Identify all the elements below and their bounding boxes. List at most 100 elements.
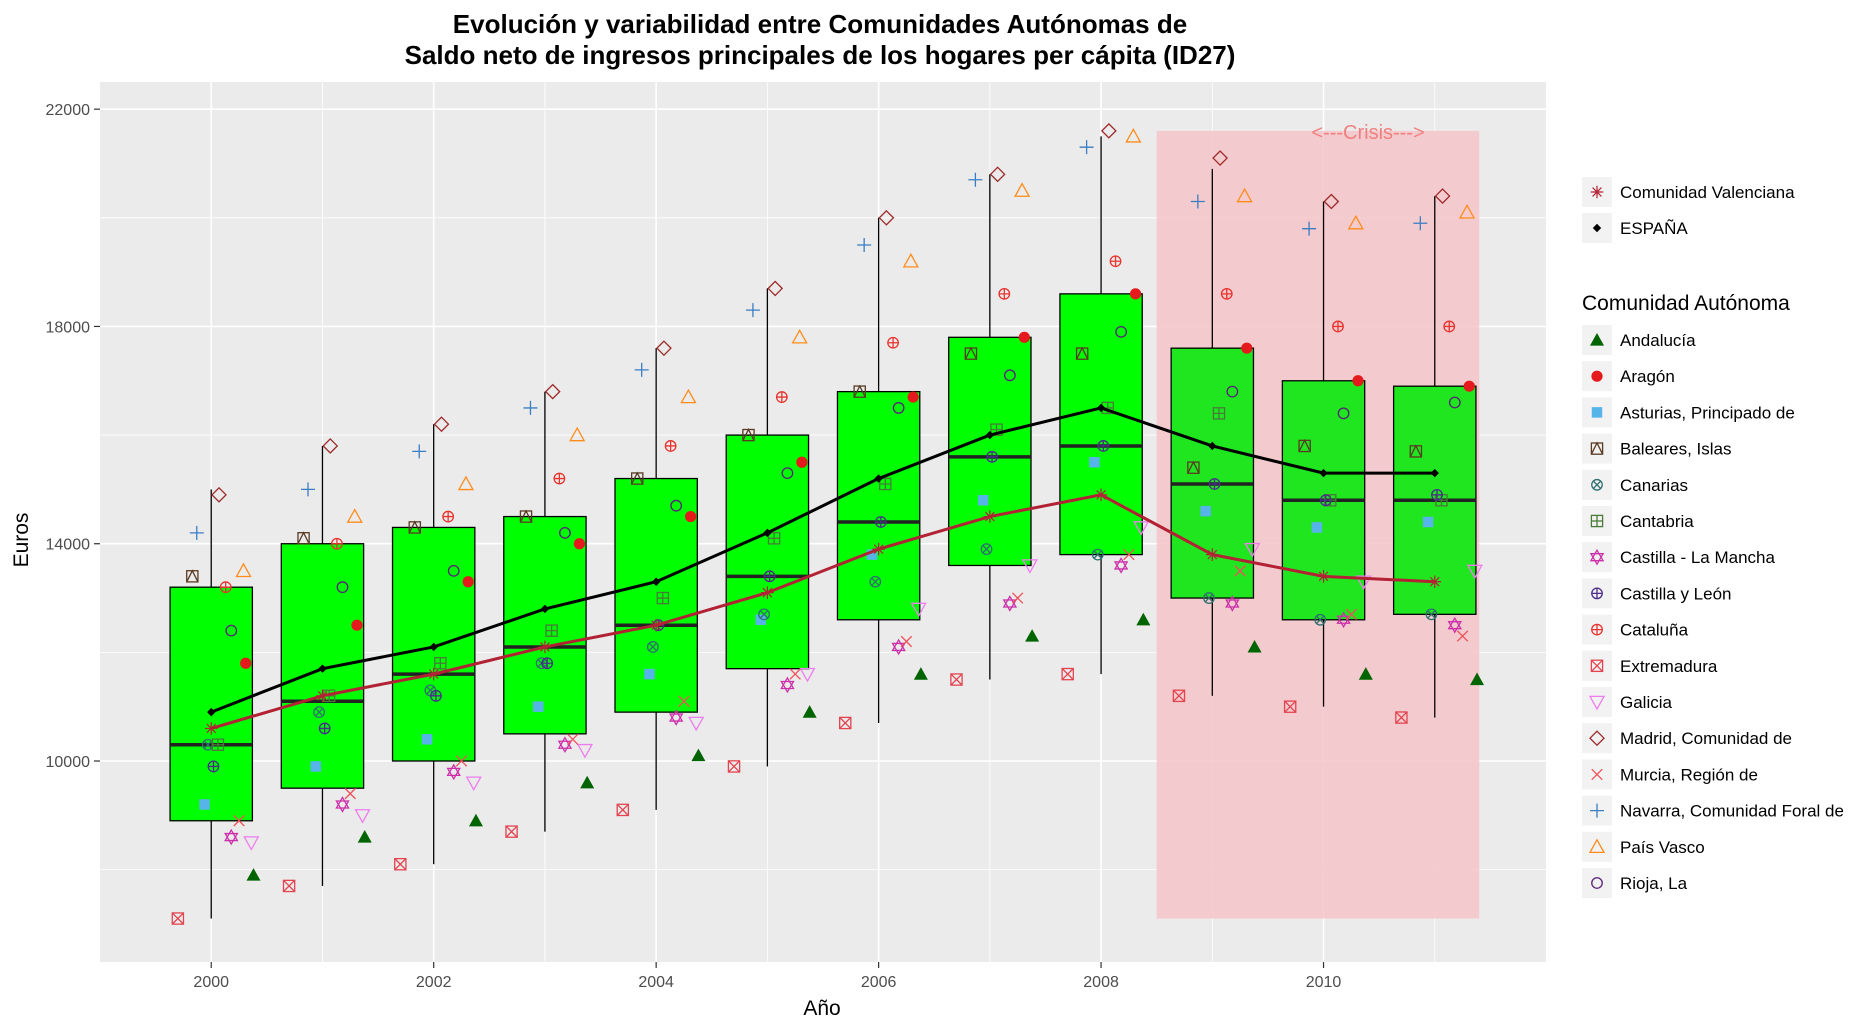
legend-item: Murcia, Región de [1582, 759, 1758, 790]
point [1332, 320, 1344, 333]
point [1319, 494, 1332, 507]
legend-item: Madrid, Comunidad de [1582, 723, 1792, 754]
legend-item: Cataluña [1582, 614, 1689, 645]
legend-label: Cataluña [1620, 621, 1689, 640]
point [892, 402, 905, 414]
point [442, 510, 455, 523]
line-point [429, 642, 438, 652]
point [465, 776, 482, 792]
legend-marker [1591, 407, 1603, 418]
point [878, 209, 895, 226]
legend-item-top: Comunidad Valenciana [1582, 177, 1795, 207]
legend-label: Comunidad Valenciana [1620, 183, 1795, 202]
legend-label: Castilla - La Mancha [1620, 548, 1776, 567]
series-Madrid, Comunidad de [211, 122, 1451, 503]
point [1100, 122, 1117, 139]
series-Cataluña [219, 255, 1456, 594]
point [240, 657, 252, 669]
point [1244, 542, 1261, 558]
point [1466, 564, 1483, 580]
point [1200, 505, 1211, 517]
point [668, 709, 684, 726]
series-Rioja, La [225, 325, 1461, 637]
point [430, 689, 442, 702]
point [567, 733, 579, 745]
point [243, 836, 260, 851]
series-Baleares, Islas [186, 346, 1423, 583]
line-point [985, 430, 995, 440]
point [755, 614, 766, 626]
legend-label: Aragón [1620, 367, 1675, 386]
point [233, 815, 245, 827]
legend-label: Castilla y León [1620, 584, 1732, 603]
point [421, 734, 433, 745]
legend-marker [1590, 185, 1604, 199]
point [758, 608, 770, 621]
chart-title-line-1: Evolución y variabilidad entre Comunidad… [453, 9, 1187, 39]
legend-marker [1590, 659, 1604, 673]
point [207, 760, 220, 773]
legend-label: Canarias [1620, 476, 1688, 495]
point [644, 668, 655, 680]
point [866, 549, 878, 560]
point [557, 736, 573, 754]
point [902, 252, 919, 268]
line-point [1317, 570, 1330, 583]
point [1247, 639, 1262, 653]
point [910, 602, 927, 618]
point [545, 624, 558, 637]
point [745, 303, 760, 318]
legend-title: Comunidad Autónoma [1582, 292, 1790, 315]
legend-label: Murcia, Región de [1620, 765, 1758, 784]
line-comunidad-valenciana [204, 488, 1442, 735]
line-espana [207, 403, 1439, 717]
point [573, 538, 586, 550]
legend-item: País Vasco [1582, 831, 1705, 862]
point [664, 440, 677, 452]
point [1187, 460, 1200, 474]
point [1190, 194, 1205, 209]
series-Asturias, Principado de [199, 456, 1434, 810]
line-point [538, 640, 552, 654]
point [1225, 595, 1240, 612]
point [1337, 407, 1350, 420]
line-point [649, 618, 663, 632]
boxplot-2003 [503, 391, 587, 832]
point [1133, 521, 1150, 536]
legend-marker [1591, 623, 1603, 636]
box-body [725, 434, 810, 670]
line-point [1206, 548, 1219, 561]
point [1241, 342, 1253, 354]
point [455, 755, 468, 767]
point [869, 575, 882, 588]
point [1431, 488, 1443, 501]
boxplot-2000 [169, 489, 254, 919]
legend-marker [1591, 768, 1603, 781]
point [519, 509, 533, 523]
series-Aragón [240, 288, 1475, 669]
line-point [1319, 468, 1328, 478]
point [1283, 700, 1297, 713]
line-point [983, 510, 997, 523]
box-body [836, 390, 921, 621]
series-País Vasco [235, 127, 1476, 578]
x-tick-label: 2010 [1306, 974, 1342, 991]
legend-item: Rioja, La [1582, 868, 1688, 898]
point [1203, 592, 1215, 604]
point [1470, 672, 1485, 686]
point [680, 388, 697, 404]
legend: Comunidad Valenciana ESPAÑA Comunidad Autó… [1582, 177, 1844, 898]
point [1002, 595, 1018, 612]
legend-item: Castilla y León [1582, 578, 1732, 609]
point [781, 467, 794, 480]
point [1234, 565, 1246, 577]
legend-marker [1592, 223, 1602, 233]
point [224, 828, 239, 846]
legend-marker [1588, 695, 1606, 711]
legend-key [1582, 687, 1612, 717]
point [1425, 608, 1438, 621]
point [433, 416, 450, 433]
axes: 10000 14000 18000 22000 2000 2002 2004 2006 2008… [46, 102, 1342, 991]
point [656, 591, 670, 605]
point [318, 722, 331, 735]
